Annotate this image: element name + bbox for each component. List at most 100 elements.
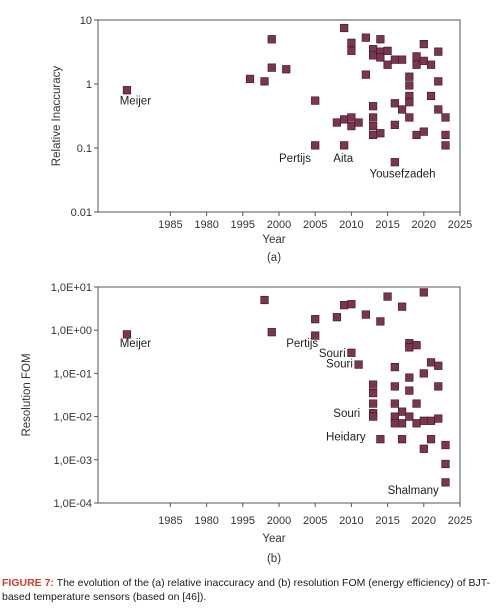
- x-tick-label: 1995: [231, 515, 255, 527]
- chart-panel-b: 1985 1980 1995 2000 2005 2010 2015 2020 2025 1,0E…: [21, 282, 472, 565]
- data-point: [383, 46, 392, 55]
- data-point: [383, 292, 392, 301]
- data-point: [347, 38, 356, 47]
- point-annotation: Meijer: [120, 338, 151, 350]
- data-point: [267, 63, 276, 72]
- x-tick-label: 2005: [303, 515, 327, 527]
- x-tick-label: 2025: [448, 219, 472, 231]
- data-point: [347, 113, 356, 122]
- data-point: [441, 459, 450, 469]
- data-point: [260, 295, 269, 305]
- data-point: [390, 158, 399, 167]
- data-point: [376, 317, 385, 326]
- data-point: [412, 130, 421, 140]
- y-axis-label: Resolution FOM: [21, 353, 33, 436]
- data-point: [369, 130, 378, 140]
- data-point: [369, 388, 378, 398]
- data-point: [441, 130, 450, 140]
- data-point: [340, 301, 349, 310]
- data-point: [419, 288, 428, 297]
- data-point: [405, 113, 414, 122]
- point-annotation: Souri: [326, 358, 353, 370]
- data-point: [426, 60, 436, 69]
- point-annotation: Souri: [319, 348, 346, 360]
- data-point: [340, 23, 349, 33]
- data-point: [426, 416, 436, 425]
- data-point: [434, 47, 443, 56]
- x-axis-label: Year: [262, 234, 285, 246]
- data-point: [332, 118, 342, 127]
- data-point: [340, 115, 349, 124]
- x-tick-label: 2015: [375, 515, 399, 527]
- data-point: [397, 302, 407, 311]
- data-point: [361, 70, 370, 79]
- data-point: [419, 56, 428, 65]
- data-point: [376, 129, 385, 138]
- data-point: [390, 120, 399, 129]
- y-tick-label: 0.1: [77, 143, 92, 155]
- data-point: [405, 412, 414, 421]
- point-annotation: Heidary: [326, 431, 366, 443]
- point-annotation: Pertijs: [286, 338, 318, 350]
- panel-label: (a): [267, 252, 281, 264]
- x-tick-label: 2000: [267, 219, 291, 231]
- data-point: [405, 81, 414, 90]
- x-axis-label: Year: [262, 533, 285, 545]
- x-tick-label: 2000: [267, 515, 291, 527]
- x-tick-label: 2025: [448, 515, 472, 527]
- data-point: [405, 386, 414, 395]
- data-point: [347, 46, 356, 55]
- data-point: [397, 105, 407, 114]
- data-point: [376, 53, 385, 62]
- data-point: [426, 358, 436, 367]
- data-point: [245, 74, 255, 84]
- data-point: [390, 55, 399, 64]
- data-point: [426, 91, 436, 101]
- data-point: [369, 113, 378, 122]
- data-point: [419, 369, 428, 378]
- data-point: [122, 86, 132, 95]
- data-point: [383, 60, 392, 69]
- data-point: [369, 380, 378, 389]
- point-annotation: Aita: [333, 153, 353, 165]
- data-point: [347, 300, 356, 309]
- data-point: [311, 141, 320, 150]
- data-point: [397, 407, 407, 416]
- x-tick-label: 2020: [412, 219, 436, 231]
- figure: 1985 1980 1995 2000 2005 2010 2015 2020 2025 10 1 0…: [21, 15, 472, 565]
- data-point: [311, 331, 320, 340]
- y-tick-label: 1,0E-02: [53, 412, 92, 424]
- data-point: [419, 416, 428, 425]
- x-tick-label: 2010: [339, 219, 363, 231]
- x-tick-label: 2020: [412, 515, 436, 527]
- data-point: [311, 315, 320, 324]
- data-point: [354, 360, 363, 369]
- data-point: [354, 118, 363, 127]
- data-point: [376, 435, 385, 444]
- x-tick-label: 1980: [194, 219, 218, 231]
- data-point: [412, 419, 421, 428]
- point-annotation: Yousefzadeh: [370, 168, 436, 180]
- data-point: [369, 412, 378, 421]
- y-tick-label: 10: [80, 15, 92, 27]
- x-tick-label: 1985: [158, 219, 182, 231]
- y-tick-label: 1: [86, 79, 92, 91]
- data-point: [412, 60, 421, 69]
- x-tick-label: 2015: [375, 219, 399, 231]
- data-point: [397, 55, 407, 64]
- data-point: [260, 77, 269, 86]
- data-point: [397, 419, 407, 428]
- data-point: [390, 362, 399, 372]
- data-point: [434, 361, 443, 370]
- data-point: [390, 419, 399, 428]
- data-point: [412, 341, 421, 350]
- data-point: [419, 40, 428, 49]
- caption-text: The evolution of the (a) relative inaccu…: [2, 577, 491, 603]
- data-point: [441, 141, 450, 150]
- y-axis-label: Relative Inaccuracy: [51, 66, 63, 167]
- data-point: [434, 414, 443, 423]
- data-point: [347, 348, 356, 357]
- y-tick-label: 1,0E-01: [53, 368, 92, 380]
- data-point: [405, 72, 414, 81]
- data-point: [122, 330, 132, 339]
